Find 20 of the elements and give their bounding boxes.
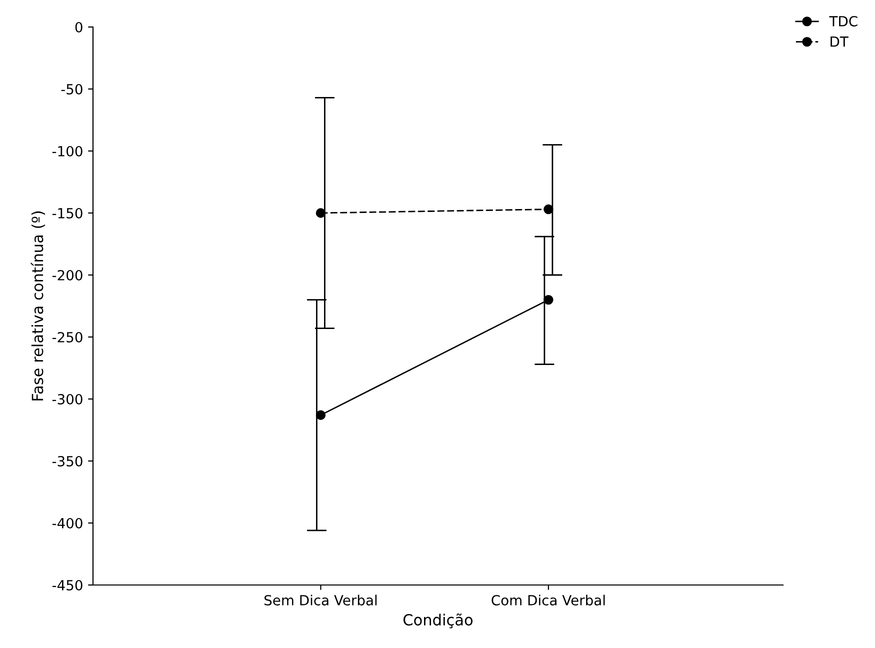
y-tick-label: -300	[52, 394, 82, 404]
legend-label: TDC	[829, 16, 858, 26]
y-tick-label: -150	[52, 208, 82, 218]
point	[316, 410, 326, 420]
x-tick-label: Sem Dica Verbal	[264, 594, 377, 606]
y-tick-label: -250	[52, 332, 82, 342]
y-tick-label: 0	[75, 22, 82, 32]
y-axis-title: Fase relativa contínua (º)	[30, 211, 46, 400]
y-tick-label: -400	[52, 518, 82, 528]
y-tick-label: -100	[52, 146, 82, 156]
point	[544, 204, 554, 214]
point	[544, 294, 554, 305]
y-tick-label: -200	[52, 270, 82, 280]
x-axis-title: Condição	[403, 613, 473, 628]
legend-label: DT	[830, 36, 848, 47]
y-tick-label: -350	[52, 456, 82, 466]
x-tick-label: Com Dica Verbal	[492, 594, 605, 606]
point	[316, 208, 326, 218]
y-tick-label: -50	[61, 84, 82, 94]
y-tick-label: -450	[52, 580, 82, 590]
